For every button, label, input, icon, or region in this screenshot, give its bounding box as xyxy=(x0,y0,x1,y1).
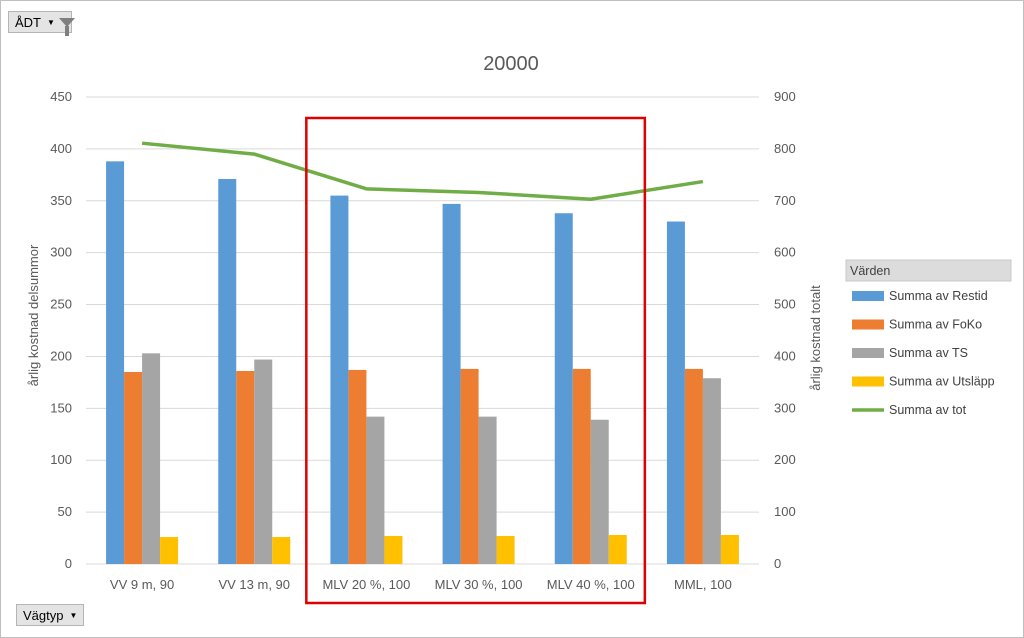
y2-tick-label: 500 xyxy=(774,297,796,312)
bar xyxy=(496,535,515,564)
filter-field-label: ÅDT xyxy=(15,14,41,30)
bar xyxy=(160,537,179,564)
series-line xyxy=(141,141,704,201)
bar xyxy=(702,378,721,564)
dropdown-arrow-icon: ▼ xyxy=(69,610,78,620)
filter-field-button[interactable]: ÅDT ▼ xyxy=(8,11,75,36)
y2-tick-label: 800 xyxy=(774,141,796,156)
x-tick-label: VV 9 m, 90 xyxy=(110,577,174,592)
bar xyxy=(608,534,627,564)
bar xyxy=(218,178,237,565)
bar xyxy=(384,535,403,564)
x-tick-label: MLV 30 %, 100 xyxy=(435,577,523,592)
y-tick-label: 150 xyxy=(50,400,72,415)
bar xyxy=(684,368,703,564)
legend-header-bg xyxy=(845,259,1012,282)
bar xyxy=(666,221,685,565)
bar xyxy=(106,161,125,564)
bar xyxy=(142,353,161,564)
bar xyxy=(554,213,573,564)
y2-tick-label: 700 xyxy=(774,193,796,208)
funnel-icon xyxy=(58,17,75,36)
y-tick-label: 50 xyxy=(58,504,72,519)
y2-axis-label: årlig kostnad totalt xyxy=(808,285,823,391)
y2-tick-label: 0 xyxy=(774,556,781,571)
bar xyxy=(254,359,273,564)
bar xyxy=(272,537,291,564)
y-tick-label: 250 xyxy=(50,297,72,312)
legend-swatch xyxy=(852,291,884,301)
bar xyxy=(348,369,367,564)
y-tick-label: 300 xyxy=(50,245,72,260)
y-tick-label: 350 xyxy=(50,193,72,208)
row-field-label: Vägtyp xyxy=(23,607,64,623)
chart-title: 20000 xyxy=(483,53,539,75)
y-axis-label: årlig kostnad delsummor xyxy=(26,244,41,386)
bar xyxy=(366,416,385,564)
legend-swatch xyxy=(852,376,884,387)
dropdown-arrow-icon: ▼ xyxy=(47,17,55,27)
y-tick-label: 0 xyxy=(65,556,72,571)
y2-tick-label: 400 xyxy=(774,348,796,363)
y2-tick-label: 100 xyxy=(774,504,796,519)
x-tick-label: MLV 40 %, 100 xyxy=(547,577,635,592)
bar xyxy=(572,368,591,564)
row-field-button[interactable]: Vägtyp ▼ xyxy=(16,604,84,626)
legend-entry: Summa av TS xyxy=(889,346,968,360)
legend-swatch xyxy=(852,319,884,330)
y-tick-label: 200 xyxy=(50,348,72,363)
y-tick-label: 100 xyxy=(50,452,72,467)
bar xyxy=(236,370,255,564)
y-tick-label: 400 xyxy=(50,141,72,156)
legend-swatch xyxy=(852,348,884,358)
bar xyxy=(478,416,497,564)
bar xyxy=(124,372,143,564)
y2-tick-label: 200 xyxy=(774,452,796,467)
x-tick-label: VV 13 m, 90 xyxy=(218,577,290,592)
bar xyxy=(330,195,349,565)
y2-tick-label: 600 xyxy=(774,245,796,260)
y2-tick-label: 900 xyxy=(774,89,796,104)
legend-entry: Summa av Utsläpp xyxy=(889,375,995,389)
highlight-box xyxy=(305,116,647,605)
x-tick-label: MLV 20 %, 100 xyxy=(322,577,410,592)
bar xyxy=(442,203,461,564)
legend-header: Värden xyxy=(850,264,890,278)
x-tick-label: MML, 100 xyxy=(674,577,732,592)
bar xyxy=(720,534,739,564)
bar xyxy=(460,368,479,564)
y2-tick-label: 300 xyxy=(774,400,796,415)
y-tick-label: 450 xyxy=(50,89,72,104)
bar xyxy=(590,419,609,564)
legend-entry: Summa av FoKo xyxy=(889,318,982,332)
legend-entry: Summa av tot xyxy=(889,403,967,417)
legend-entry: Summa av Restid xyxy=(889,289,988,303)
